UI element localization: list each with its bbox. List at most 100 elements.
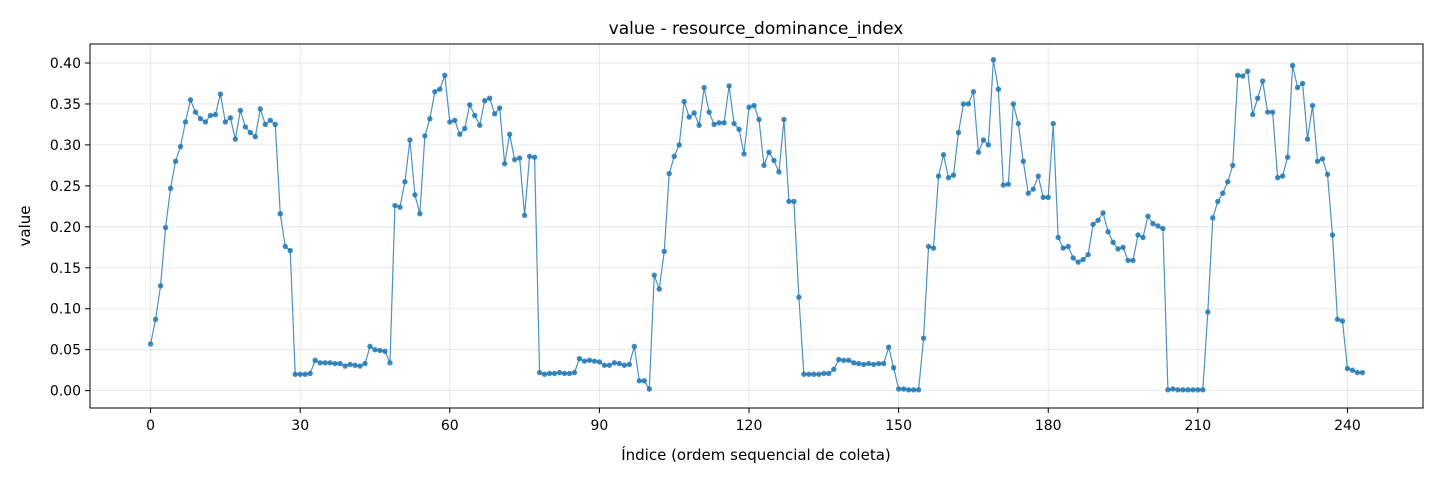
x-tick-label: 240 (1334, 418, 1361, 434)
data-point (1274, 174, 1281, 181)
data-point (736, 126, 742, 133)
data-point (1080, 256, 1086, 263)
data-point (751, 102, 757, 109)
data-point (791, 198, 797, 205)
data-point (756, 116, 762, 123)
data-point (521, 212, 528, 219)
data-point (1319, 156, 1326, 162)
data-point (207, 112, 214, 119)
data-point (1269, 109, 1276, 115)
data-point (1220, 190, 1226, 196)
data-point (656, 286, 662, 292)
data-point (925, 243, 932, 250)
data-point (1230, 162, 1236, 169)
data-point (771, 157, 777, 164)
data-point (352, 362, 358, 368)
data-point (895, 386, 902, 392)
data-point (616, 360, 623, 367)
data-point (621, 362, 628, 368)
data-point (1020, 158, 1026, 164)
data-point (905, 387, 912, 393)
data-point (541, 371, 548, 377)
data-point (1200, 387, 1206, 393)
data-point (327, 360, 333, 366)
data-point (1180, 387, 1186, 393)
data-point (1175, 387, 1181, 393)
data-point (900, 386, 907, 392)
data-point (287, 247, 293, 254)
y-tick-label: 0.40 (50, 56, 81, 72)
data-point (601, 362, 608, 368)
data-point (866, 360, 872, 367)
data-point (626, 361, 633, 368)
data-point (1035, 173, 1041, 179)
data-point (746, 104, 752, 110)
data-point (766, 149, 772, 155)
data-point (781, 116, 787, 123)
data-point (1025, 190, 1031, 196)
data-point (372, 346, 378, 353)
data-point (487, 95, 493, 101)
data-point (152, 316, 159, 323)
y-tick-label: 0.00 (50, 384, 81, 400)
x-axis-ticks: 0 30 60 90 120 150 180 210 240 (146, 408, 1361, 434)
data-point (731, 120, 737, 127)
data-point (1030, 186, 1036, 192)
data-point (880, 360, 887, 367)
data-point (711, 121, 717, 128)
data-point (980, 137, 987, 143)
data-point (182, 119, 189, 125)
data-point (347, 361, 353, 368)
data-point (1055, 234, 1061, 241)
data-point (247, 129, 254, 136)
data-point (187, 97, 194, 103)
y-tick-label: 0.35 (50, 97, 81, 113)
data-point (786, 198, 792, 205)
data-point (217, 91, 224, 97)
data-point (661, 248, 667, 255)
data-point (1254, 95, 1261, 101)
data-point (870, 361, 877, 368)
data-point (342, 363, 348, 369)
data-point (397, 204, 403, 210)
data-point (666, 170, 672, 177)
data-point (1334, 316, 1341, 323)
data-point (1185, 387, 1191, 393)
data-point (571, 369, 578, 376)
data-point (1150, 220, 1156, 227)
chart-title: value - resource_dominance_index (609, 19, 904, 39)
data-point (1210, 215, 1216, 221)
data-point (681, 98, 687, 105)
data-point (462, 125, 468, 132)
data-point (1160, 225, 1166, 232)
data-point (267, 117, 273, 124)
x-tick-label: 210 (1184, 418, 1211, 434)
data-point (691, 110, 697, 116)
data-point (935, 173, 942, 179)
data-point (1165, 387, 1171, 393)
data-point (716, 120, 722, 126)
data-point (1359, 369, 1366, 376)
data-point (332, 360, 338, 367)
data-point (1085, 251, 1091, 258)
data-point (821, 370, 827, 377)
data-point (242, 124, 249, 130)
data-point (631, 343, 638, 350)
data-point (1245, 68, 1251, 74)
data-point (1344, 365, 1351, 372)
x-tick-label: 120 (736, 418, 763, 434)
data-point (377, 347, 383, 354)
data-point (566, 370, 573, 377)
y-tick-label: 0.30 (50, 138, 81, 154)
data-point (357, 363, 363, 369)
y-axis-ticks: 0.00 0.05 0.10 0.15 0.20 0.25 0.30 0.35 0.40 (50, 56, 90, 400)
data-point (1050, 120, 1056, 127)
data-point (875, 360, 882, 367)
data-point (367, 343, 373, 350)
data-point (551, 370, 558, 377)
x-axis-title: Índice (ordem sequencial de coleta) (621, 445, 891, 464)
data-point (676, 142, 682, 148)
y-tick-label: 0.10 (50, 302, 81, 318)
data-point (1145, 213, 1151, 219)
y-tick-label: 0.25 (50, 179, 81, 195)
